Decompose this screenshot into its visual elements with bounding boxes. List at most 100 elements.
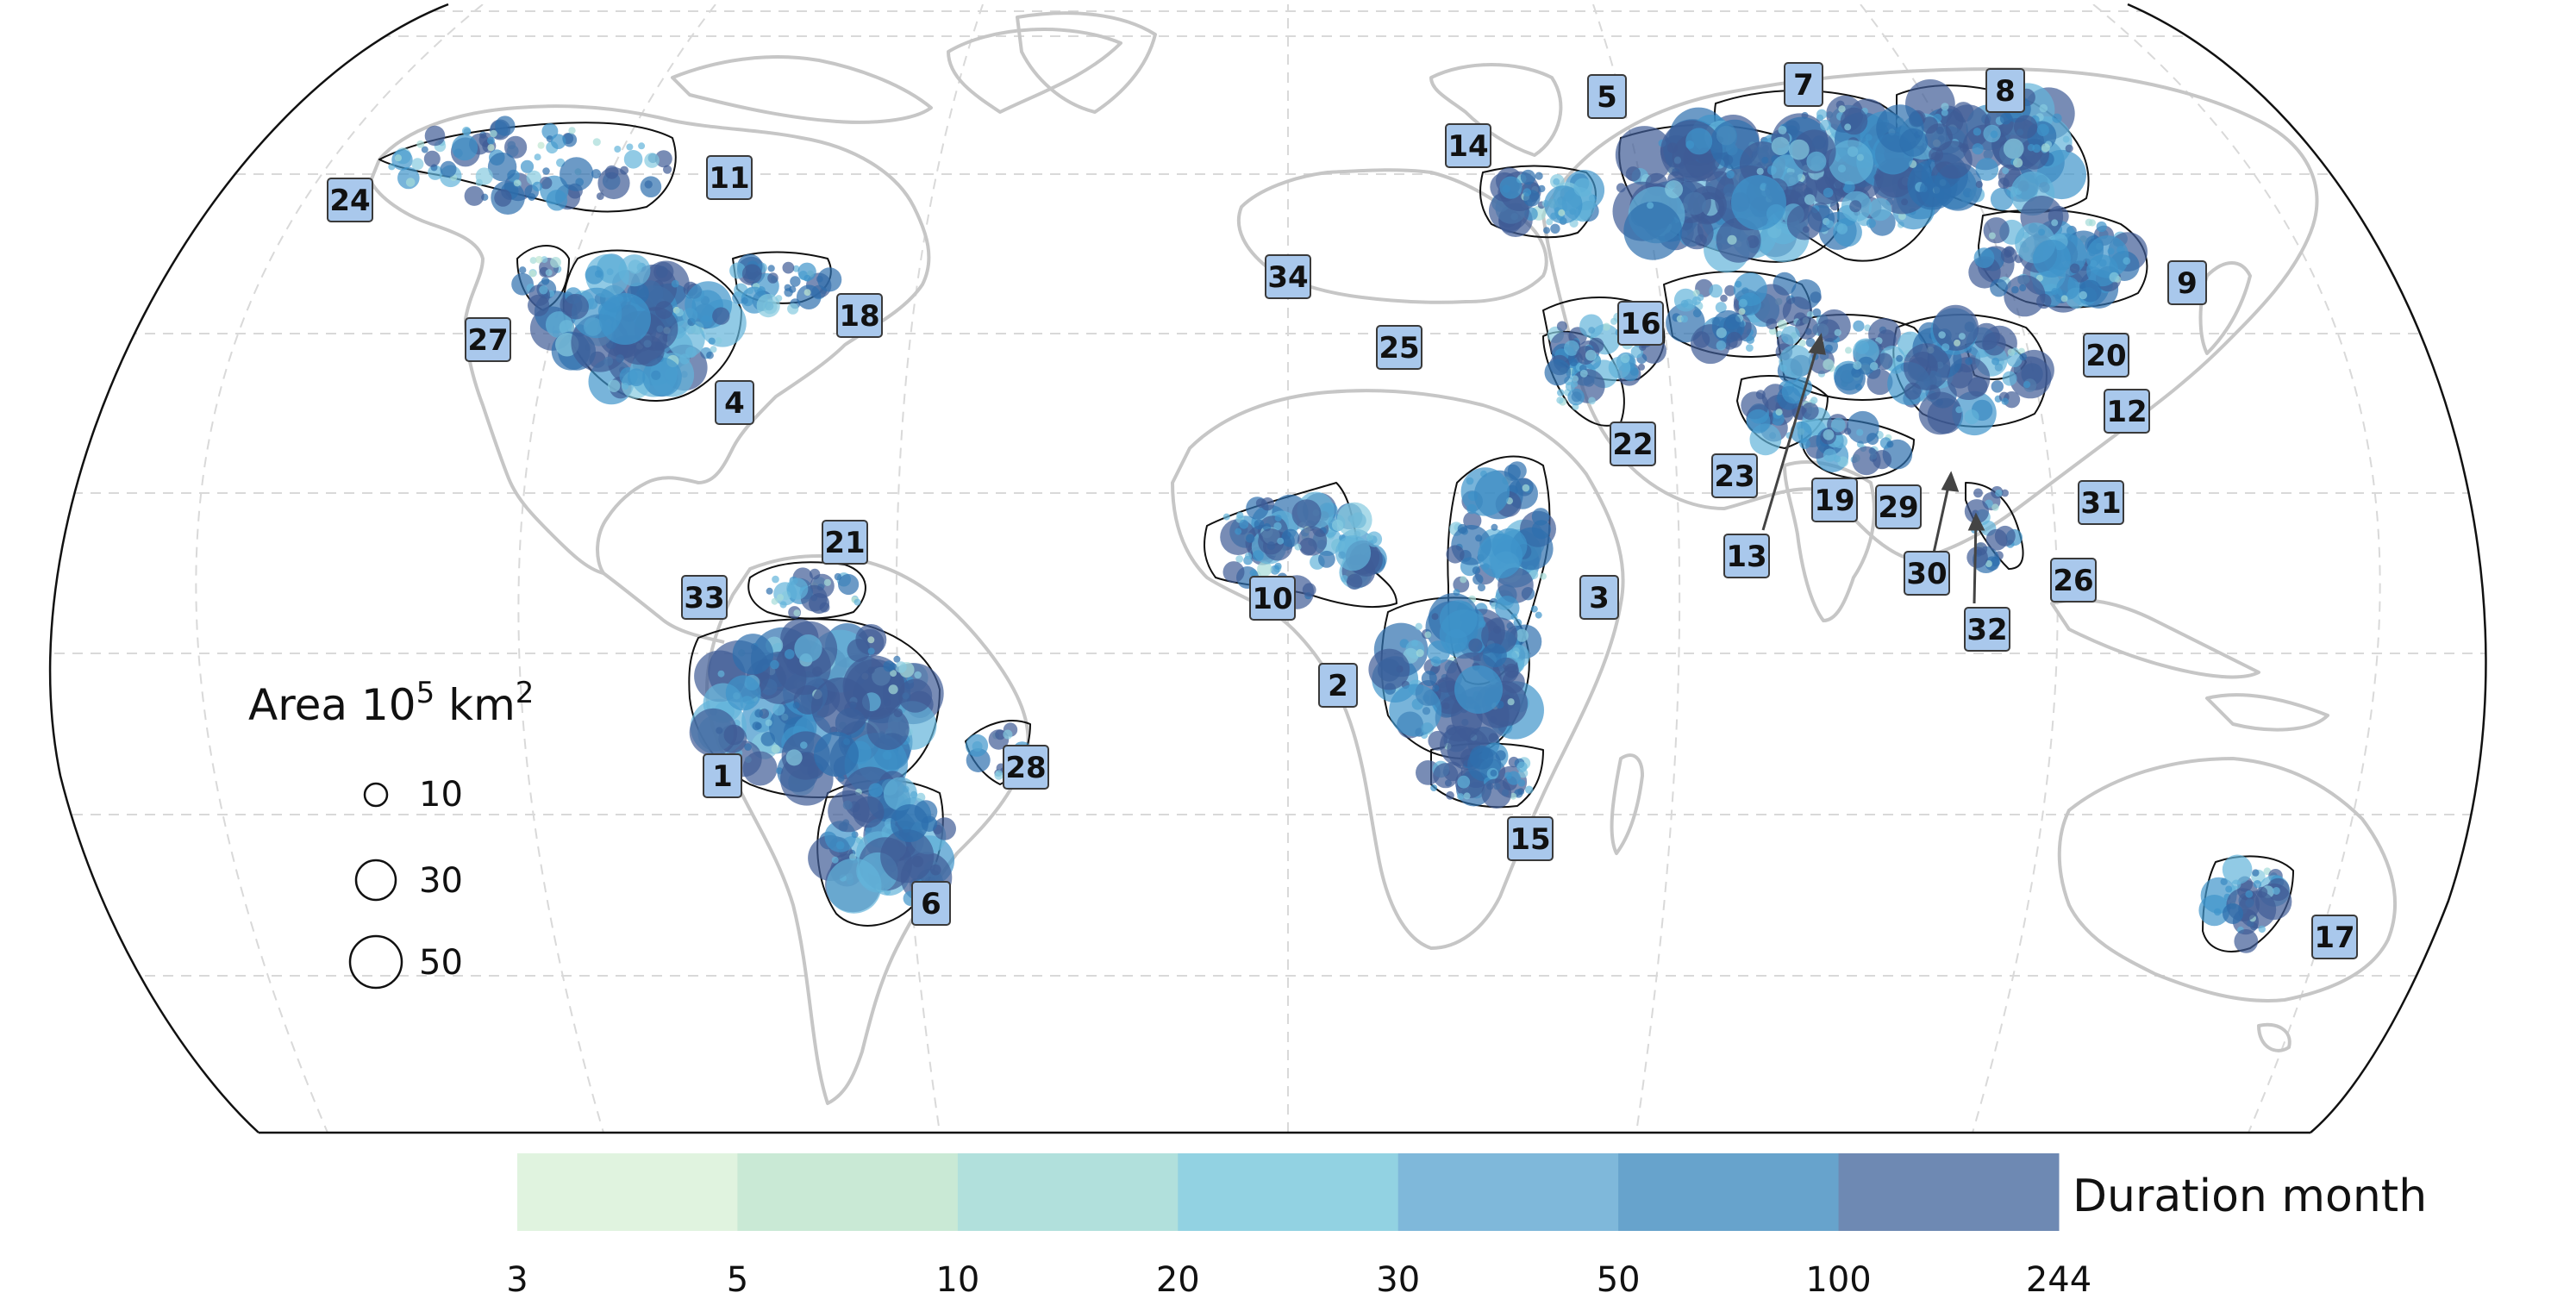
duration-bubble: [1460, 467, 1510, 516]
basin-label-box: [703, 753, 742, 798]
basin-label-text: 26: [2053, 564, 2093, 598]
duration-bubble: [519, 266, 527, 274]
colorbar-tick-label: 5: [727, 1260, 748, 1299]
duration-bubble: [1692, 331, 1710, 348]
duration-bubble: [620, 165, 629, 175]
duration-bubble: [1973, 488, 1983, 498]
basin-label: 28: [1003, 745, 1049, 790]
duration-bubble: [828, 790, 870, 833]
duration-bubble: [1733, 272, 1767, 307]
duration-bubble: [1602, 322, 1610, 331]
graticule: [50, 4, 2486, 1133]
duration-bubble: [1746, 344, 1754, 352]
duration-bubble: [1556, 321, 1567, 332]
basin-label-box: [2104, 389, 2150, 434]
duration-bubble: [744, 743, 752, 751]
duration-bubble: [1716, 340, 1727, 351]
colorbar: 3 5 10 20 30 50 100 244: [506, 1153, 2091, 1299]
duration-bubble: [754, 709, 764, 718]
duration-bubble: [1245, 552, 1253, 560]
colorbar-segment: [1838, 1153, 2060, 1231]
basin-label-text: 21: [824, 526, 865, 560]
duration-bubble: [1673, 288, 1698, 312]
duration-bubble: [627, 368, 646, 387]
size-legend-label-10: 10: [419, 775, 463, 815]
duration-bubble: [1544, 359, 1572, 386]
duration-bubble: [723, 724, 745, 746]
duration-bubble: [771, 597, 778, 605]
duration-bubble: [1830, 417, 1846, 433]
basin-label-text: 34: [1267, 260, 1308, 295]
duration-bubble: [1525, 785, 1534, 794]
duration-bubble: [785, 749, 803, 766]
duration-bubble: [1254, 519, 1265, 530]
basin-label-text: 29: [1878, 490, 1918, 525]
duration-bubble: [1255, 498, 1266, 508]
duration-bubble: [1982, 332, 2006, 356]
duration-bubble: [760, 732, 776, 746]
duration-bubble: [837, 775, 845, 782]
duration-bubble: [452, 134, 478, 161]
duration-bubble: [663, 165, 672, 174]
duration-bubble: [2019, 353, 2027, 361]
basin-label: 9: [2167, 260, 2207, 305]
duration-bubble: [534, 153, 541, 161]
duration-bubble: [1446, 790, 1454, 800]
duration-bubble: [1531, 520, 1551, 540]
duration-bubble: [717, 670, 725, 678]
basin-label: 12: [2104, 389, 2150, 434]
duration-bubble: [1550, 223, 1560, 234]
duration-bubble: [2252, 869, 2260, 877]
duration-bubble: [2109, 272, 2120, 283]
size-legend: Area 105 km2 10 30 50: [248, 676, 534, 990]
duration-bubble: [1973, 128, 1982, 136]
duration-bubble: [475, 167, 493, 185]
duration-bubble: [1834, 328, 1841, 336]
basin-label-box: [2083, 333, 2129, 378]
basin-label-box: [2311, 915, 2358, 959]
duration-bubble: [563, 293, 589, 320]
duration-bubble: [1430, 784, 1438, 791]
duration-bubble: [1411, 640, 1419, 647]
duration-bubble: [729, 262, 747, 279]
duration-bubble: [490, 129, 497, 138]
basin-label: 29: [1875, 484, 1922, 529]
basin-label-box: [1711, 453, 1758, 498]
duration-bubble: [1853, 320, 1865, 332]
basin-label-box: [327, 178, 373, 222]
duration-bubble: [1801, 402, 1819, 420]
duration-bubble: [898, 678, 933, 713]
duration-bubble: [2019, 284, 2027, 291]
duration-bubble: [741, 264, 762, 284]
leader-arrows: [1761, 333, 1985, 604]
duration-bubble: [568, 127, 576, 134]
colorbar-tick-label: 50: [1597, 1260, 1641, 1299]
duration-bubble: [1291, 499, 1322, 529]
duration-bubble: [421, 146, 428, 153]
duration-bubble: [1919, 175, 1952, 208]
duration-bubble: [1795, 316, 1819, 340]
duration-bubble: [1856, 428, 1864, 436]
duration-bubble: [1829, 140, 1874, 185]
duration-bubble: [2096, 221, 2107, 233]
basin-label-text: 18: [839, 299, 879, 334]
duration-bubble: [405, 178, 416, 187]
duration-bubble: [1967, 377, 1988, 397]
duration-bubble: [2272, 887, 2280, 895]
duration-bubble: [487, 136, 495, 145]
duration-bubble: [539, 285, 548, 295]
duration-bubble: [1726, 332, 1743, 348]
duration-bubble: [2256, 886, 2268, 898]
duration-bubble: [767, 265, 775, 272]
duration-bubble: [1998, 178, 2010, 189]
basin-label: 22: [1610, 422, 1656, 466]
duration-bubble: [1428, 730, 1448, 751]
duration-bubble: [545, 269, 553, 277]
duration-bubble: [725, 675, 761, 711]
basin-label-box: [1579, 575, 1619, 620]
duration-bubble: [1918, 391, 1962, 435]
duration-bubble: [487, 144, 495, 152]
basin-label-box: [1875, 484, 1922, 529]
duration-bubble: [710, 346, 717, 353]
duration-bubble: [2002, 371, 2017, 386]
